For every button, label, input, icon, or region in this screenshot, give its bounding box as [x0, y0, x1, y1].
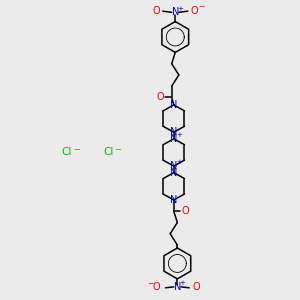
Text: −: − — [73, 145, 80, 154]
Text: +: + — [180, 280, 186, 286]
Text: O: O — [191, 6, 198, 16]
Text: O: O — [152, 6, 160, 16]
Text: +: + — [176, 132, 182, 138]
Text: N: N — [172, 7, 179, 17]
Text: −: − — [198, 2, 204, 11]
Text: −: − — [114, 145, 122, 154]
Text: N: N — [170, 127, 178, 137]
Text: −: − — [147, 279, 153, 288]
Text: O: O — [157, 92, 164, 103]
Text: O: O — [153, 283, 160, 292]
Text: N: N — [170, 168, 178, 178]
Text: Cl: Cl — [61, 147, 72, 157]
Text: +: + — [176, 159, 182, 165]
Text: Cl: Cl — [103, 147, 114, 157]
Text: N: N — [170, 100, 178, 110]
Text: N: N — [174, 282, 181, 292]
Text: +: + — [178, 6, 184, 12]
Text: O: O — [181, 206, 189, 216]
Text: N: N — [170, 161, 178, 171]
Text: N: N — [170, 195, 178, 205]
Text: N: N — [170, 134, 178, 144]
Text: O: O — [193, 283, 200, 292]
